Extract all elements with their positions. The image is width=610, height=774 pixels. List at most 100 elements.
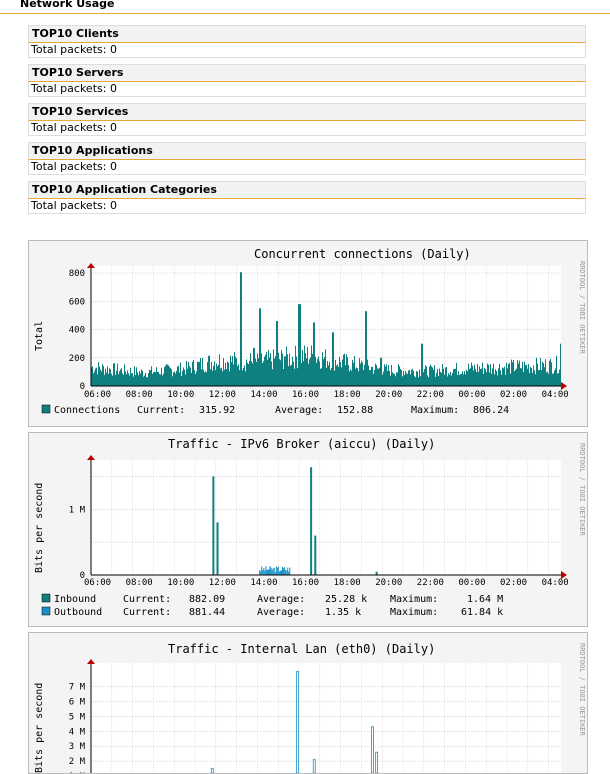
connection-bar bbox=[541, 370, 542, 386]
connection-bar bbox=[477, 363, 478, 386]
connection-bar bbox=[132, 373, 133, 386]
connection-bar bbox=[220, 368, 221, 386]
connection-bar bbox=[427, 375, 428, 386]
connection-bar bbox=[495, 369, 496, 386]
connection-bar bbox=[518, 363, 519, 386]
connection-bar bbox=[92, 366, 93, 386]
connection-bar bbox=[332, 332, 333, 386]
legend-current-value: 315.92 bbox=[199, 405, 235, 416]
section-title[interactable]: TOP10 Applications bbox=[28, 142, 586, 160]
connection-bar bbox=[155, 372, 156, 386]
connection-bar bbox=[336, 365, 337, 386]
connection-bar bbox=[516, 368, 517, 386]
connection-bar bbox=[350, 369, 351, 386]
connection-bar bbox=[112, 375, 113, 386]
connection-bar bbox=[93, 373, 94, 386]
connection-bar bbox=[346, 354, 347, 386]
connection-bar bbox=[254, 347, 255, 386]
connection-bar bbox=[538, 369, 539, 386]
x-tick-label: 06:00 bbox=[84, 390, 111, 400]
connection-bar bbox=[347, 357, 348, 386]
network-usage-header: Network Usage bbox=[0, 0, 610, 14]
connection-bar bbox=[305, 353, 306, 386]
connection-bar bbox=[409, 369, 410, 386]
connection-bar bbox=[164, 367, 165, 386]
legend-name: Inbound bbox=[54, 594, 96, 605]
connection-bar bbox=[215, 370, 216, 386]
connection-bar bbox=[193, 359, 194, 386]
connection-bar bbox=[259, 308, 260, 386]
connection-bar bbox=[474, 364, 475, 386]
x-tick-label: 04:00 bbox=[542, 578, 569, 588]
connection-bar bbox=[268, 349, 269, 386]
outbound-bar bbox=[270, 567, 272, 575]
traffic-spike bbox=[371, 726, 374, 773]
connection-bar bbox=[148, 373, 149, 386]
section-title[interactable]: TOP10 Servers bbox=[28, 64, 586, 82]
page-title: Network Usage bbox=[20, 0, 115, 10]
outbound-bar bbox=[276, 567, 278, 575]
connection-bar bbox=[373, 373, 374, 386]
connection-bar bbox=[288, 366, 289, 386]
connection-bar bbox=[235, 356, 236, 386]
connection-bar bbox=[103, 366, 104, 386]
connection-bar bbox=[412, 368, 413, 386]
connection-bar bbox=[460, 374, 461, 386]
connection-bar bbox=[485, 369, 486, 386]
connection-bar bbox=[470, 368, 471, 386]
x-tick-label: 00:00 bbox=[458, 390, 485, 400]
connection-bar bbox=[206, 372, 207, 386]
connection-bar bbox=[278, 352, 279, 386]
connection-bar bbox=[402, 376, 403, 386]
connection-bar bbox=[231, 362, 232, 386]
connection-bar bbox=[198, 361, 199, 386]
connection-bar bbox=[168, 365, 169, 386]
connection-bar bbox=[349, 371, 350, 386]
connection-bar bbox=[118, 374, 119, 386]
connection-bar bbox=[199, 361, 200, 386]
connection-bar bbox=[172, 376, 173, 386]
connection-bar bbox=[238, 364, 239, 386]
connection-bar bbox=[279, 359, 280, 386]
connection-bar bbox=[434, 365, 435, 386]
connection-bar bbox=[558, 373, 559, 386]
connection-bar bbox=[260, 308, 261, 386]
connection-bar bbox=[440, 371, 441, 386]
connection-bar bbox=[379, 367, 380, 386]
connection-bar bbox=[527, 368, 528, 386]
connection-bar bbox=[333, 332, 334, 386]
section-title[interactable]: TOP10 Application Categories bbox=[28, 181, 586, 199]
connection-bar bbox=[326, 367, 327, 386]
connection-bar bbox=[217, 366, 218, 386]
connection-bar bbox=[221, 367, 222, 386]
connection-bar bbox=[240, 272, 241, 386]
connection-bar bbox=[396, 372, 397, 386]
outbound-bar bbox=[267, 569, 269, 575]
connection-bar bbox=[228, 362, 229, 386]
section-title[interactable]: TOP10 Services bbox=[28, 103, 586, 121]
connection-bar bbox=[484, 368, 485, 386]
connection-bar bbox=[500, 370, 501, 386]
connection-bar bbox=[372, 366, 373, 386]
y-axis-label: Bits per second bbox=[34, 483, 45, 573]
outbound-bar bbox=[262, 569, 264, 575]
connection-bar bbox=[287, 354, 288, 386]
legend-max-label: Maximum: bbox=[411, 405, 459, 416]
connection-bar bbox=[340, 361, 341, 386]
connection-bar bbox=[311, 345, 312, 386]
connection-bar bbox=[280, 360, 281, 386]
top10-servers-section: TOP10 Servers Total packets: 0 bbox=[28, 64, 586, 97]
connection-bar bbox=[298, 304, 299, 386]
x-tick-label: 18:00 bbox=[334, 390, 361, 400]
traffic-spike bbox=[296, 671, 300, 773]
connection-bar bbox=[178, 365, 179, 386]
section-title[interactable]: TOP10 Clients bbox=[28, 25, 586, 43]
connection-bar bbox=[519, 360, 520, 386]
connection-bar bbox=[179, 372, 180, 386]
legend-average-value: 25.28 k bbox=[325, 594, 367, 605]
connection-bar bbox=[535, 374, 536, 386]
outbound-bar bbox=[259, 570, 261, 575]
connection-bar bbox=[358, 371, 359, 386]
x-tick-label: 06:00 bbox=[84, 578, 111, 588]
connection-bar bbox=[301, 362, 302, 386]
